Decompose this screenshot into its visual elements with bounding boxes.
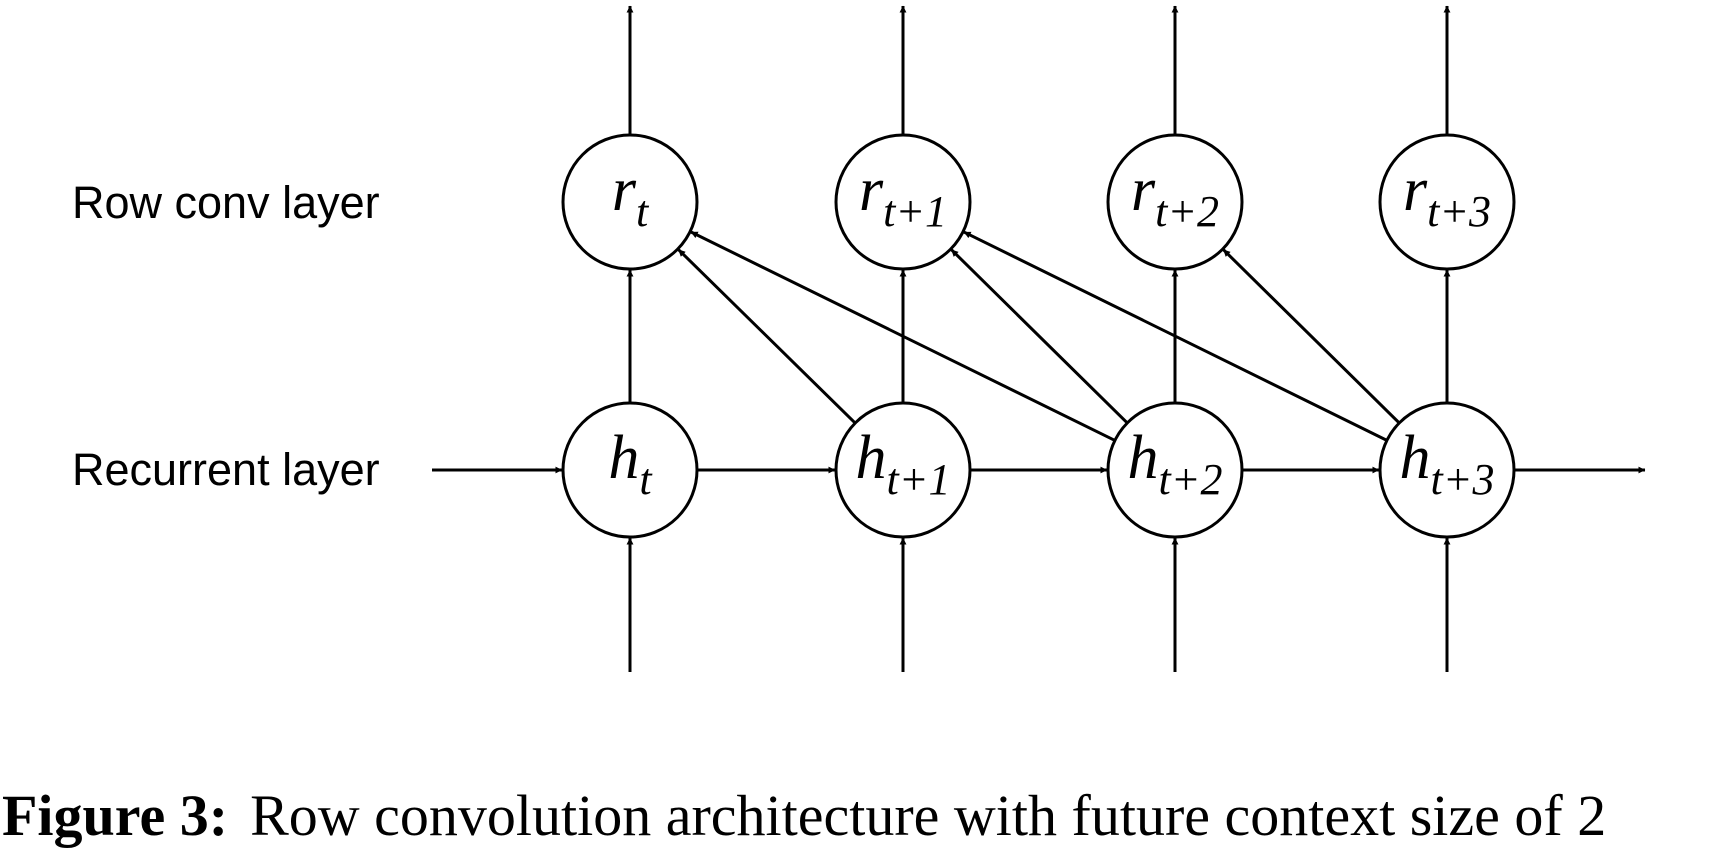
figure-caption: Figure 3: Row convolution architecture w… <box>2 783 1606 848</box>
hidden-node-3: ht+3 <box>1378 401 1516 539</box>
context-arrow-h2-r0 <box>690 230 1116 442</box>
hidden-node-label: ht+2 <box>1128 424 1223 504</box>
context-arrow-h3-r2 <box>1222 248 1401 425</box>
row-conv-node-symbol: r <box>859 156 884 224</box>
recurrent-layer-label: Recurrent layer <box>72 444 380 495</box>
row-conv-node-subscript: t+3 <box>1427 187 1491 236</box>
row-conv-node-0: rt <box>561 133 699 271</box>
hidden-node-label: ht <box>608 424 653 504</box>
row-conv-node-circle <box>561 133 699 271</box>
row-conv-node-circle <box>1378 133 1516 271</box>
row-conv-node-circle <box>1106 133 1244 271</box>
row-conv-node-label: rt+3 <box>1403 156 1491 236</box>
caption-label: Figure 3: <box>2 783 228 848</box>
hidden-node-label: ht+1 <box>856 424 951 504</box>
hidden-node-subscript: t+3 <box>1431 455 1495 504</box>
hidden-node-symbol: h <box>608 424 639 492</box>
context-arrow-h2-r1 <box>950 248 1129 425</box>
nodes: rt rt+1 rt+2 rt+3ht ht+1 ht+2 ht+3 <box>561 133 1516 539</box>
row-conv-node-symbol: r <box>1403 156 1428 224</box>
hidden-node-symbol: h <box>1128 424 1159 492</box>
hidden-node-2: ht+2 <box>1106 401 1244 539</box>
hidden-node-1: ht+1 <box>834 401 972 539</box>
row-conv-node-circle <box>834 133 972 271</box>
edges <box>432 5 1646 672</box>
hidden-node-subscript: t <box>639 455 653 504</box>
hidden-node-circle <box>1378 401 1516 539</box>
hidden-node-label: ht+3 <box>1400 424 1495 504</box>
row-conv-node-subscript: t+2 <box>1155 187 1219 236</box>
row-conv-layer-label: Row conv layer <box>72 177 380 228</box>
hidden-node-circle <box>1106 401 1244 539</box>
context-arrow-h3-r1 <box>963 230 1388 442</box>
hidden-node-symbol: h <box>856 424 887 492</box>
row-conv-node-subscript: t+1 <box>883 187 947 236</box>
hidden-node-subscript: t+2 <box>1159 455 1223 504</box>
row-conv-node-label: rt+1 <box>859 156 947 236</box>
hidden-node-symbol: h <box>1400 424 1431 492</box>
row-conv-node-symbol: r <box>1131 156 1156 224</box>
hidden-node-0: ht <box>561 401 699 539</box>
hidden-node-subscript: t+1 <box>887 455 951 504</box>
caption-text: Row convolution architecture with future… <box>250 783 1606 848</box>
row-conv-node-subscript: t <box>636 187 650 236</box>
row-conv-node-2: rt+2 <box>1106 133 1244 271</box>
row-conv-node-1: rt+1 <box>834 133 972 271</box>
hidden-node-circle <box>834 401 972 539</box>
row-conv-node-symbol: r <box>612 156 637 224</box>
row-conv-node-label: rt <box>612 156 650 236</box>
context-arrow-h1-r0 <box>677 248 857 425</box>
row-conv-node-3: rt+3 <box>1378 133 1516 271</box>
row-conv-node-label: rt+2 <box>1131 156 1219 236</box>
hidden-node-circle <box>561 401 699 539</box>
